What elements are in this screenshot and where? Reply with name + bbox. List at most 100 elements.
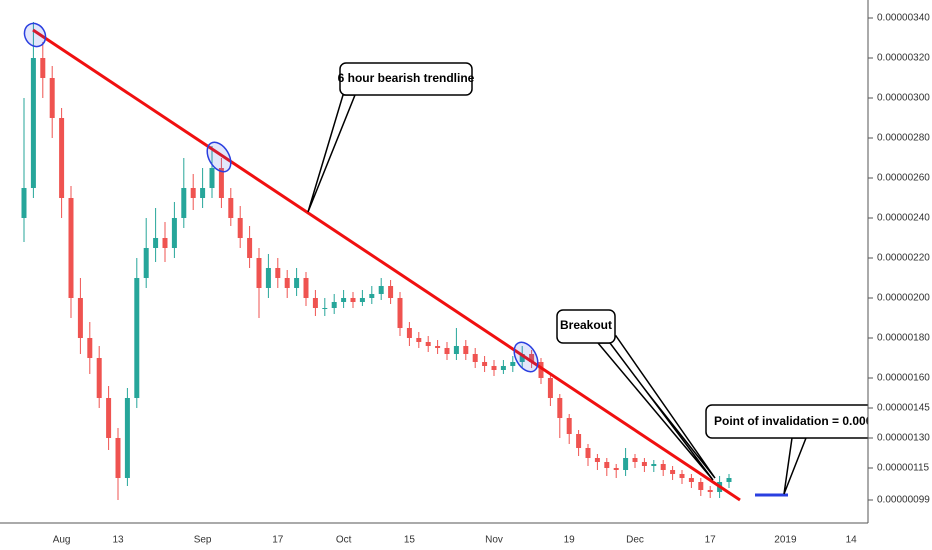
candle-body (576, 434, 582, 448)
drawings: 6 hour bearish trendline Breakout Point … (23, 22, 906, 502)
candle-body (21, 188, 27, 218)
candle-body (397, 298, 403, 328)
candle-body (237, 218, 243, 238)
candle-body (547, 378, 553, 398)
axes: 0.00000099 0.00000115 0.00000130 0.00000145… (53, 13, 931, 546)
candle-body (500, 366, 506, 370)
candle-body (294, 278, 300, 288)
candle-body (247, 238, 253, 258)
price-axis-panel (868, 0, 932, 550)
x-tick-label: 17 (705, 535, 717, 546)
candle-body (651, 464, 657, 466)
x-tick-label: 19 (564, 535, 576, 546)
candle-body (162, 238, 168, 248)
candle-body (623, 458, 629, 470)
candle-body (538, 362, 544, 378)
time-axis-panel (0, 523, 868, 550)
candle-body (115, 438, 121, 478)
candle-body (265, 268, 271, 288)
candle-body (557, 398, 563, 418)
candle-body (688, 478, 694, 482)
y-tick-label: 0.00000300 (877, 93, 930, 104)
candle-body (228, 198, 234, 218)
plot-area (21, 22, 732, 500)
candle-body (519, 354, 525, 362)
candle-body (106, 398, 112, 438)
candle-body (632, 458, 638, 462)
y-tick-label: 0.00000115 (877, 463, 930, 474)
y-tick-label: 0.00000180 (877, 333, 930, 344)
touch-marker (206, 141, 232, 173)
candle-body (641, 462, 647, 466)
y-tick-label: 0.00000280 (877, 133, 930, 144)
candle-body (660, 464, 666, 470)
candle-body (491, 366, 497, 370)
candle-body (77, 298, 83, 338)
y-tick-label: 0.00000099 (877, 495, 930, 506)
callout-box (556, 309, 616, 344)
candle-body (341, 298, 347, 302)
candle-body (275, 268, 281, 278)
y-tick-label: 0.00000220 (877, 253, 930, 264)
candle-body (510, 362, 516, 366)
candle-body (256, 258, 262, 288)
candle-body (585, 448, 591, 458)
trendline (32, 28, 741, 502)
y-tick-label: 0.00000340 (877, 13, 930, 24)
candle-body (68, 198, 74, 298)
candle-body (670, 470, 676, 474)
y-tick-label: 0.00000145 (877, 403, 930, 414)
callout-pointer (307, 94, 357, 213)
x-tick-label: Dec (626, 535, 644, 546)
candle-body (435, 346, 441, 348)
x-tick-label: 15 (404, 535, 416, 546)
candle-body (209, 168, 215, 188)
candle-body (87, 338, 93, 358)
candle-body (181, 188, 187, 218)
candle-body (331, 302, 337, 308)
candle-body (200, 188, 206, 198)
candle-body (425, 342, 431, 346)
y-tick-label: 0.00000200 (877, 293, 930, 304)
candle-body (153, 238, 159, 248)
candle-body (482, 362, 488, 366)
candle-body (388, 286, 394, 298)
candle-body (350, 298, 356, 302)
candle-body (707, 490, 713, 492)
x-tick-label: 2019 (774, 535, 797, 546)
candle-body (566, 418, 572, 434)
touch-marker (23, 22, 47, 48)
callout-pointer (606, 334, 716, 479)
callout-pointer (596, 342, 714, 481)
candle-body (453, 346, 459, 354)
candle-body (416, 338, 422, 342)
candle-body (134, 278, 140, 398)
callout-text: 6 hour bearish trendline (338, 71, 475, 85)
candle-body (726, 478, 732, 482)
x-tick-label: Sep (194, 535, 212, 546)
candle-body (604, 462, 610, 468)
x-tick-label: Aug (53, 535, 71, 546)
candle-body (218, 168, 224, 198)
candle-body (171, 218, 177, 248)
candle-body (284, 278, 290, 288)
candle-body (378, 286, 384, 294)
candle-body (406, 328, 412, 338)
candle-body (30, 58, 36, 188)
candle-body (359, 298, 365, 302)
candle-body (444, 348, 450, 354)
candle-body (472, 354, 478, 362)
callout-box (339, 62, 473, 96)
candle-body (40, 58, 46, 78)
candle-body (143, 248, 149, 278)
candle-body (529, 354, 535, 362)
callout-text: Point of invalidation = 0.00000101 (714, 414, 906, 428)
candle-body (322, 308, 328, 309)
candle-body (190, 188, 196, 198)
x-tick-label: 14 (846, 535, 858, 546)
candle-body (369, 294, 375, 298)
callout-text: Breakout (560, 318, 612, 332)
candle-body (96, 358, 102, 398)
y-tick-label: 0.00000260 (877, 173, 930, 184)
